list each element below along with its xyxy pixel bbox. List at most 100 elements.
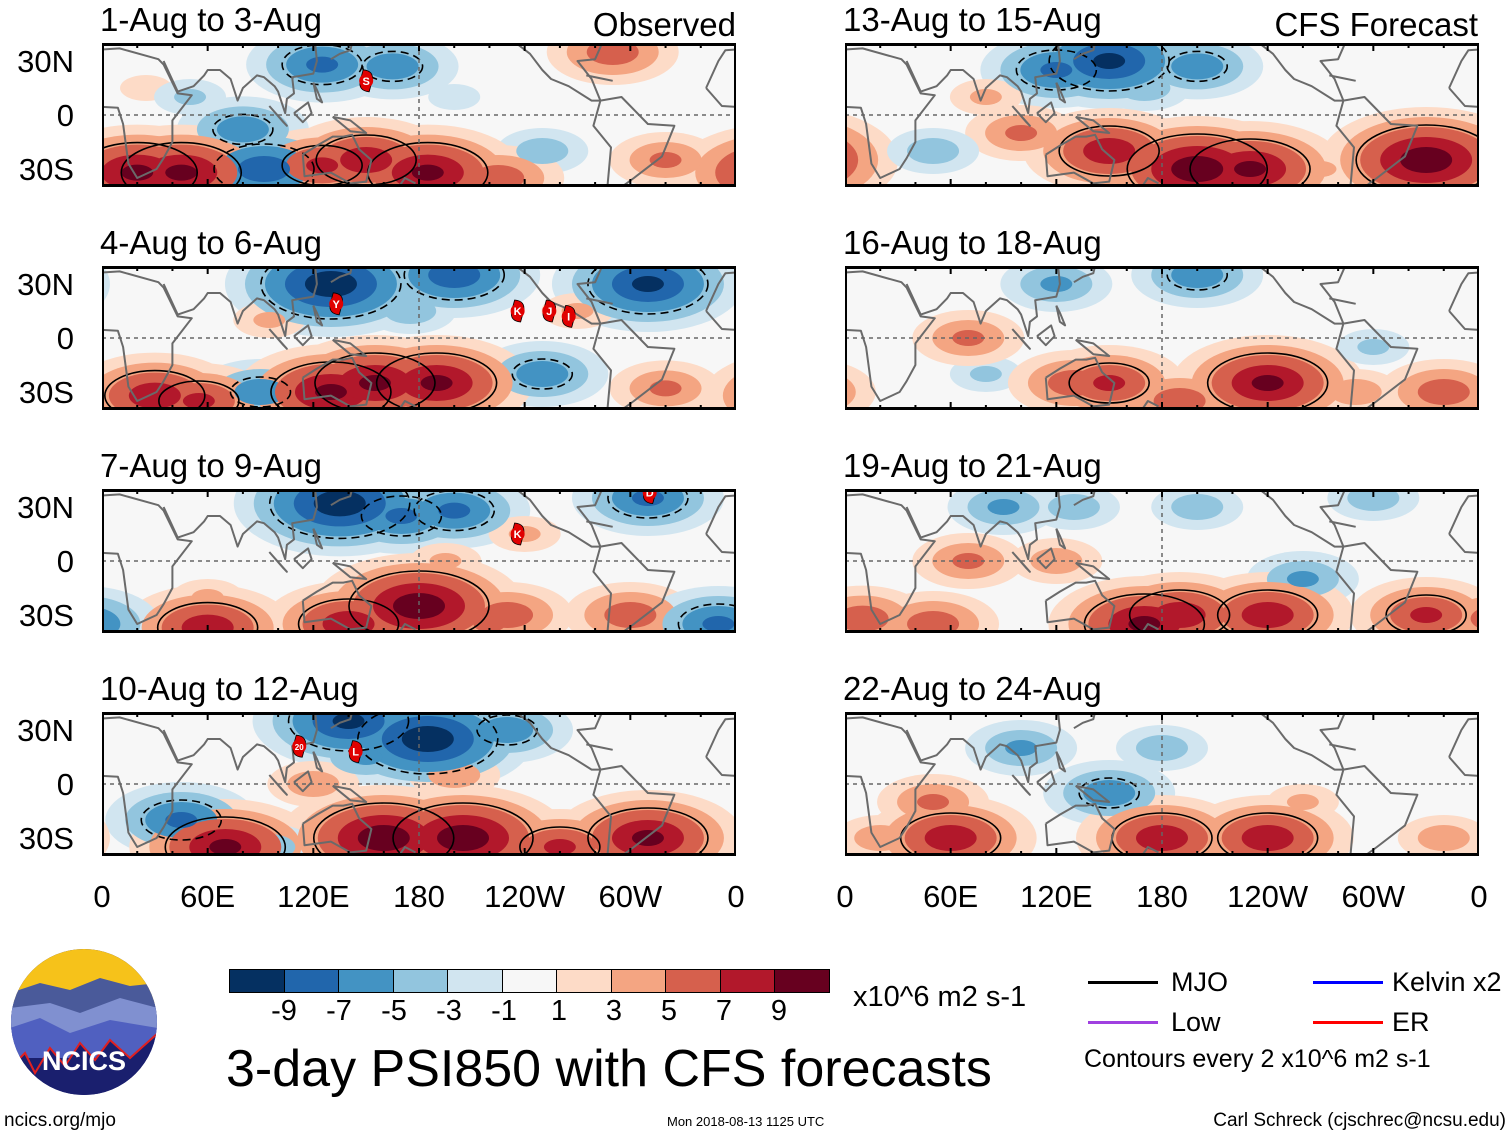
anomaly-shading (649, 380, 682, 397)
lat-label: 0 (56, 544, 74, 579)
lon-label: 0 (1470, 879, 1488, 914)
anomaly-shading (1241, 825, 1294, 851)
tropical-cyclone-icon: J (542, 299, 557, 323)
coastline (301, 356, 373, 408)
coastline (1011, 774, 1031, 796)
coastline (162, 43, 318, 115)
coastline (102, 716, 193, 848)
anomaly-shading (181, 614, 234, 633)
mjo-contour (511, 358, 574, 390)
anomaly-shading (357, 825, 410, 851)
anomaly-shading (1040, 276, 1073, 292)
mjo-contour (102, 141, 199, 187)
anomaly-shading (1005, 125, 1038, 141)
colorbar (229, 969, 830, 993)
mjo-legend-line (1088, 981, 1158, 984)
coastline (397, 623, 416, 633)
colorbar-swatch (339, 970, 394, 992)
panel-title: 7-Aug to 9-Aug (100, 447, 322, 484)
anomaly-shading (1357, 339, 1390, 355)
tropical-cyclone-icon: Y (329, 292, 344, 316)
coastline (332, 115, 368, 134)
panel-title: 1-Aug to 3-Aug (100, 1, 322, 38)
mjo-contour (1216, 589, 1319, 633)
timestamp: Mon 2018-08-13 1125 UTC (667, 1114, 825, 1129)
storm-label: D (646, 489, 654, 500)
anomaly-shading (702, 616, 735, 632)
mjo-contour (212, 113, 274, 146)
lat-label: 30S (18, 375, 74, 410)
legend-er: ER (1392, 1007, 1430, 1037)
tropical-cyclone-icon: L (348, 740, 363, 764)
coastline (332, 784, 368, 803)
panel-title: 4-Aug to 6-Aug (100, 224, 322, 261)
anomaly-shading (1347, 489, 1400, 511)
observed-label: Observed (592, 6, 736, 43)
lon-label: 60W (598, 879, 663, 914)
colorbar-swatch (666, 970, 721, 992)
anomaly-shading (411, 164, 444, 181)
colorbar-tick-label: 3 (605, 995, 623, 1027)
mjo-contour (312, 802, 455, 856)
colorbar-tick-label: -7 (326, 995, 352, 1027)
lat-label: 30S (18, 821, 74, 856)
forecast-label: CFS Forecast (1274, 6, 1478, 43)
lon-label: 120E (277, 879, 350, 914)
lon-label: 60E (923, 879, 979, 914)
map-panel-observed-4: 20 L (102, 712, 736, 856)
coastline (845, 716, 936, 848)
coastline (1075, 115, 1111, 134)
anomaly-shading (1047, 494, 1100, 520)
anomaly-shading (907, 138, 960, 164)
anomaly-shading (1286, 794, 1319, 810)
website-link[interactable]: ncics.org/mjo (4, 1110, 116, 1131)
coastline (312, 751, 324, 773)
anomaly-shading (715, 150, 736, 187)
anomaly-shading (845, 605, 889, 632)
anomaly-shading (845, 140, 859, 180)
contour-note: Contours every 2 x10^6 m2 s-1 (1084, 1045, 1431, 1073)
lon-label: 0 (727, 879, 745, 914)
anomaly-shading (234, 379, 287, 405)
storm-label: K (514, 306, 522, 318)
storm-label: K (514, 529, 522, 541)
coastline (1036, 547, 1056, 570)
coastline (332, 561, 368, 580)
ncics-logo: NCICS (10, 948, 158, 1096)
mjo-contour (104, 369, 206, 410)
coastline (301, 133, 373, 185)
anomaly-shading (1171, 494, 1224, 520)
coastline (905, 712, 1061, 784)
mjo-contour (213, 143, 315, 187)
map-panel-forecast-1 (845, 43, 1479, 187)
anomaly-shading (1136, 825, 1188, 851)
anomaly-shading (332, 713, 365, 729)
coastline (845, 493, 936, 625)
anomaly-shading (473, 616, 506, 632)
lon-label: 60W (1341, 879, 1406, 914)
panel-title: 10-Aug to 12-Aug (100, 670, 359, 707)
coastline (515, 489, 604, 548)
anomaly-shading (438, 502, 471, 519)
map-panel-observed-1: S (102, 43, 736, 187)
anomaly-shading (631, 276, 664, 292)
coastline (268, 551, 288, 573)
coastline (293, 547, 313, 570)
anomaly-shading (191, 589, 224, 605)
coastline (330, 266, 354, 284)
mjo-contour (1166, 50, 1229, 83)
colorbar-swatch (230, 970, 285, 992)
coastline (515, 266, 604, 325)
coastline (1073, 489, 1097, 507)
coastline (162, 712, 318, 784)
coastline (312, 528, 324, 550)
units-label: x10^6 m2 s-1 (853, 981, 1027, 1013)
coastline (301, 579, 373, 631)
colorbar-swatch (393, 970, 448, 992)
panel-title: 16-Aug to 18-Aug (843, 224, 1102, 261)
coastline (905, 43, 1061, 115)
coastline (1329, 297, 1356, 305)
coastline (1036, 770, 1056, 793)
mjo-contour (677, 603, 736, 633)
mjo-contour (164, 816, 287, 856)
